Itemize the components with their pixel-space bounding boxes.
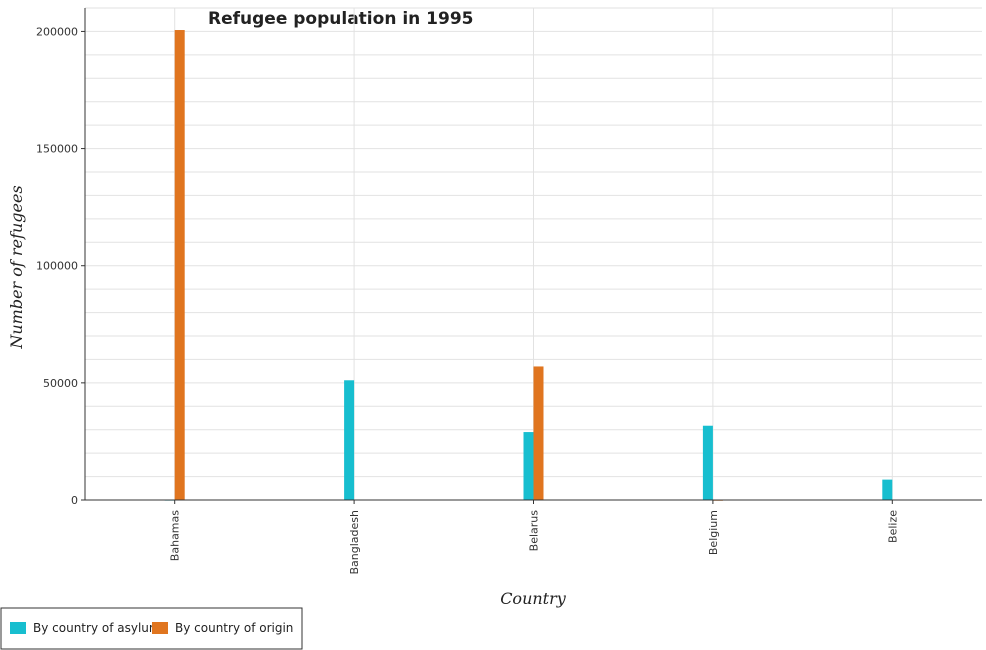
bar-asylum-bangladesh bbox=[344, 380, 355, 500]
bar-origin-belarus bbox=[533, 366, 544, 500]
x-tick-label: Belgium bbox=[707, 510, 720, 555]
x-tick-label: Belize bbox=[886, 510, 899, 543]
x-axis-label: Country bbox=[500, 589, 567, 608]
legend-swatch bbox=[10, 622, 26, 634]
y-tick-label: 0 bbox=[71, 494, 78, 507]
x-tick-labels: Bahamas Bangladesh Belarus Belgium Belize bbox=[169, 510, 900, 575]
x-tick-label: Bangladesh bbox=[348, 510, 361, 575]
bar-asylum-belgium bbox=[702, 425, 713, 500]
bar-asylum-belize bbox=[882, 479, 893, 500]
x-tick-label: Belarus bbox=[528, 510, 541, 552]
chart-title: Refugee population in 1995 bbox=[208, 9, 474, 29]
y-tick-label: 200000 bbox=[36, 25, 78, 38]
x-tick-label: Bahamas bbox=[169, 510, 182, 561]
legend-label: By country of origin bbox=[175, 621, 293, 635]
y-axis-label: Number of refugees bbox=[7, 185, 26, 349]
legend-label: By country of asylum bbox=[33, 621, 161, 635]
y-tick-label: 150000 bbox=[36, 143, 78, 156]
y-tick-label: 50000 bbox=[43, 377, 78, 390]
y-tick-labels: 0 50000 100000 150000 200000 bbox=[36, 25, 78, 507]
y-tick-label: 100000 bbox=[36, 260, 78, 273]
legend-swatch bbox=[152, 622, 168, 634]
bar-origin-bahamas bbox=[174, 30, 185, 500]
axes bbox=[81, 8, 982, 504]
bar-asylum-belarus bbox=[523, 432, 534, 500]
legend-box bbox=[0, 607, 303, 650]
legend: By country of asylum By country of origin bbox=[0, 607, 303, 650]
